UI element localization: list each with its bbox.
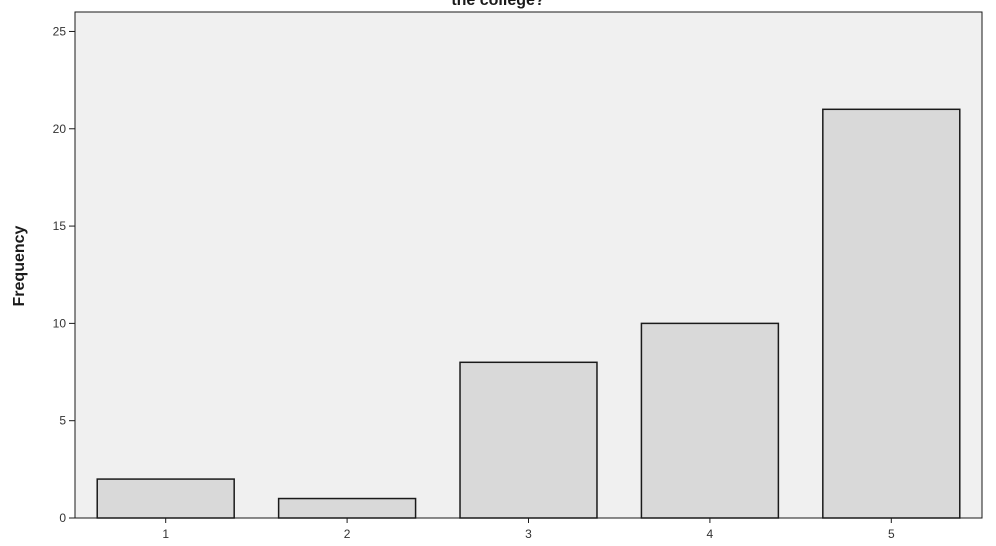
y-tick-label: 25 xyxy=(53,24,67,38)
x-tick-label: 1 xyxy=(162,527,169,541)
y-tick-label: 10 xyxy=(53,316,67,330)
chart-title: the college? xyxy=(451,0,545,9)
y-tick-label: 5 xyxy=(59,414,66,428)
bar-3 xyxy=(459,361,598,519)
bar-2 xyxy=(277,497,417,519)
x-tick-label: 5 xyxy=(888,527,895,541)
x-tick-label: 3 xyxy=(525,527,532,541)
y-tick-label: 15 xyxy=(53,219,67,233)
x-tick-label: 2 xyxy=(344,527,351,541)
x-tick-label: 4 xyxy=(707,527,714,541)
bar-4 xyxy=(640,322,780,519)
y-tick-label: 20 xyxy=(53,122,67,136)
bar-1 xyxy=(96,478,235,519)
y-tick-label: 0 xyxy=(59,511,66,525)
bar-5 xyxy=(822,108,961,519)
